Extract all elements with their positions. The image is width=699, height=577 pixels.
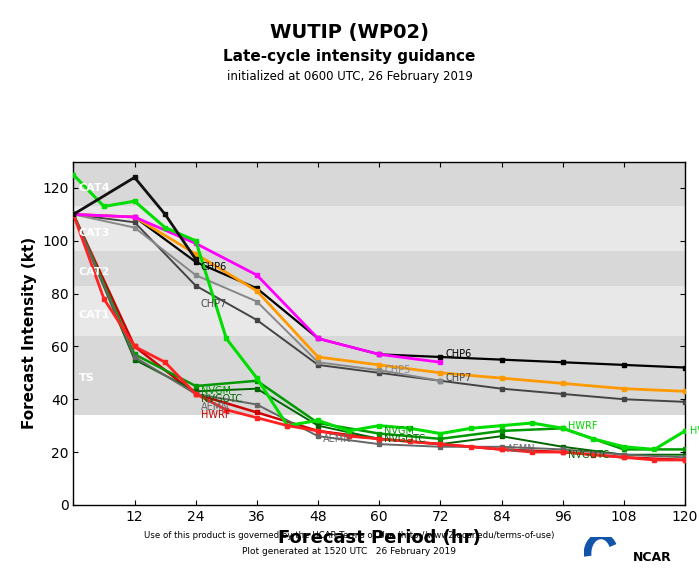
Text: NCAR: NCAR: [633, 551, 671, 564]
Text: CHP7: CHP7: [201, 299, 227, 309]
Text: HWRF: HWRF: [201, 410, 230, 420]
Text: CAT2: CAT2: [78, 268, 110, 278]
Text: Plot generated at 1520 UTC   26 February 2019: Plot generated at 1520 UTC 26 February 2…: [243, 547, 456, 556]
Bar: [73, 162, 685, 207]
Bar: [73, 252, 685, 286]
Text: CHP6: CHP6: [201, 262, 227, 272]
Text: CHP7: CHP7: [445, 373, 472, 383]
Text: NVGOTC: NVGOTC: [568, 449, 609, 460]
Text: AEMN: AEMN: [507, 444, 535, 455]
X-axis label: Forecast Period (hr): Forecast Period (hr): [278, 529, 481, 548]
Text: NVGOTC: NVGOTC: [384, 434, 426, 444]
Text: CHP5: CHP5: [384, 365, 411, 375]
Text: NVGM: NVGM: [201, 387, 231, 396]
Text: CAT1: CAT1: [78, 310, 110, 320]
Text: AEMN: AEMN: [323, 434, 352, 444]
Text: Use of this product is governed by the UCAR Terms of Use (http://www2.ucar.edu/t: Use of this product is governed by the U…: [144, 531, 555, 539]
Bar: [73, 336, 685, 415]
Y-axis label: Forecast Intensity (kt): Forecast Intensity (kt): [22, 237, 36, 429]
Text: WUTIP (WP02): WUTIP (WP02): [270, 23, 429, 42]
Text: NVGM: NVGM: [384, 426, 415, 436]
Polygon shape: [584, 533, 617, 557]
Text: CAT3: CAT3: [78, 228, 110, 238]
Text: AEMN: AEMN: [201, 402, 229, 412]
Text: HWRF: HWRF: [568, 421, 597, 430]
Text: TS: TS: [78, 373, 94, 383]
Text: CAT4: CAT4: [78, 183, 110, 193]
Text: Late-cycle intensity guidance: Late-cycle intensity guidance: [223, 49, 476, 64]
Bar: [73, 207, 685, 252]
Text: initialized at 0600 UTC, 26 February 2019: initialized at 0600 UTC, 26 February 201…: [226, 70, 473, 84]
Text: HWRF: HWRF: [690, 426, 699, 436]
Text: CHP6: CHP6: [445, 349, 472, 359]
Text: NVGOTC: NVGOTC: [201, 394, 242, 404]
Bar: [73, 286, 685, 336]
